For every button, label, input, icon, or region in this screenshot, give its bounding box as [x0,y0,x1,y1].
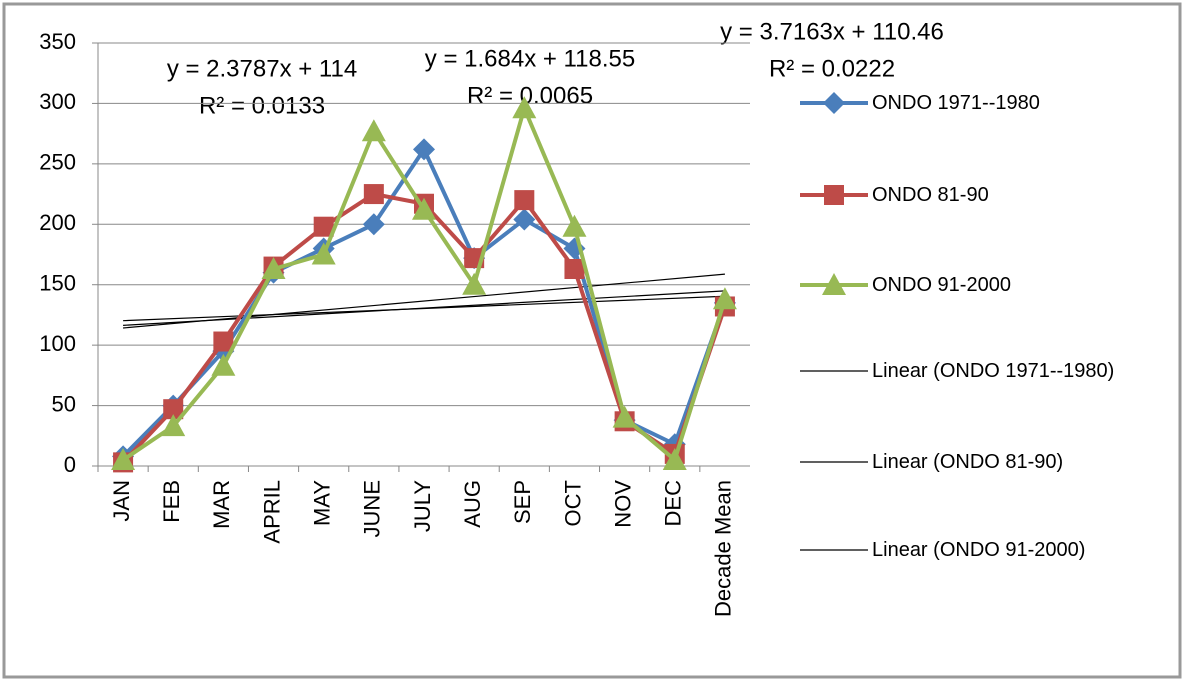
y-tick-label: 300 [39,89,76,114]
marker [823,92,845,114]
series-line [121,106,727,462]
legend-label: Linear (ONDO 1971--1980) [872,360,1115,382]
marker [313,216,334,237]
y-tick-label: 350 [39,29,76,54]
marker [261,257,286,280]
y-tick-label: 0 [64,452,76,477]
y-tick-label: 250 [39,150,76,175]
series-line [121,192,727,464]
marker [311,242,336,265]
x-tick-label: Decade Mean [711,480,736,617]
trend-r2: R² = 0.0222 [769,55,895,82]
x-tick-label: DEC [661,480,686,527]
marker [161,414,186,437]
y-tick-label: 200 [39,210,76,235]
x-tick-label: APRIL [259,480,284,544]
trend-r2: R² = 0.0065 [467,82,593,109]
x-tick-label: OCT [560,480,585,526]
trend-equation: y = 1.684x + 118.55 [425,45,635,72]
marker [211,353,236,376]
marker [213,331,234,352]
marker [361,119,386,142]
trendline [123,273,725,329]
marker [111,447,136,470]
marker [712,287,737,310]
marker [363,184,384,205]
x-tick-label: JAN [109,480,134,522]
marker [612,405,637,428]
x-tick-label: MAY [310,480,335,526]
marker [514,190,535,211]
marker [163,399,184,420]
marker [513,208,536,231]
marker [822,273,846,295]
marker [362,213,385,236]
marker [512,96,537,119]
trend-r2: R² = 0.0133 [199,92,325,119]
legend-label: ONDO 81-90 [872,184,989,206]
legend-label: ONDO 91-2000 [872,274,1011,296]
marker [824,185,844,205]
marker [462,272,487,295]
legend-label: Linear (ONDO 81-90) [872,451,1064,473]
marker [413,138,435,161]
legend-label: Linear (ONDO 91-2000) [872,539,1086,561]
x-tick-label: JULY [410,480,435,532]
y-tick-label: 100 [39,331,76,356]
marker [412,197,436,220]
y-tick-label: 150 [39,271,76,296]
x-tick-label: FEB [159,480,184,523]
y-tick-label: 50 [52,391,76,416]
x-tick-label: MAR [209,480,234,529]
x-tick-label: JUNE [360,480,385,537]
x-tick-label: AUG [460,480,485,528]
trend-equation: y = 2.3787x + 114 [167,55,357,82]
marker [562,214,587,237]
marker [564,259,585,280]
x-tick-label: SEP [510,480,535,524]
legend-label: ONDO 1971--1980 [872,92,1040,114]
x-tick-label: NOV [610,480,635,528]
marker [662,447,687,470]
trend-equation: y = 3.7163x + 110.46 [720,18,944,45]
trendline [123,295,725,322]
